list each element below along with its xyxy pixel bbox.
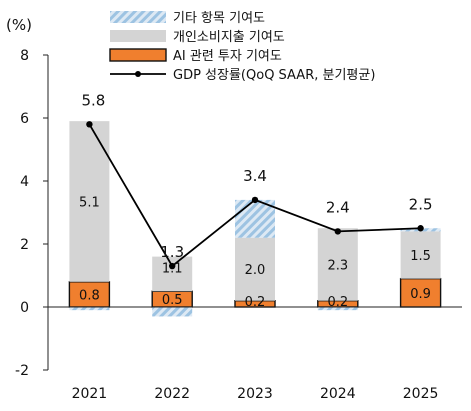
label-ai-2023: 0.2 — [245, 295, 266, 310]
legend-swatch-2 — [109, 48, 167, 62]
y-tick-label: 8 — [20, 48, 29, 64]
label-ai-2021: 0.8 — [79, 288, 100, 303]
label-ai-2025: 0.9 — [410, 287, 431, 302]
bar-pce-2023 — [235, 237, 275, 301]
bar-other-2022 — [152, 307, 193, 317]
label-gdp-2021: 5.8 — [81, 91, 105, 109]
gdp-point-2023 — [251, 196, 259, 204]
gdp-point-2021 — [86, 121, 93, 128]
legend-label-2: AI 관련 투자 기여도 — [173, 49, 282, 64]
x-tick-label: 2021 — [72, 386, 108, 402]
label-pce-2025: 1.5 — [410, 249, 431, 264]
gdp-point-2025 — [417, 225, 424, 232]
y-tick-label: 2 — [20, 237, 29, 253]
bar-other-2023 — [235, 199, 275, 238]
legend-swatch-0 — [110, 11, 166, 23]
data-labels: 0.8 5.1 5.8 0.5 1.11.3 0.2 2.0 3.4 0.2 2.3 2.4 0.9 1… — [79, 91, 432, 310]
y-tick-label: -2 — [15, 363, 29, 379]
label-pce-2023: 2.0 — [245, 263, 266, 278]
bar-other-2021 — [69, 307, 110, 311]
axes: -2 0 2 4 6 8 2021 2022 2023 2024 2025 — [15, 48, 462, 402]
bar-pce-2024 — [317, 228, 358, 301]
label-gdp-2025: 2.5 — [409, 195, 433, 213]
legend-marker-gdp — [135, 71, 141, 77]
label-gdp-2023: 3.4 — [243, 167, 267, 185]
label-ai-2024: 0.2 — [327, 295, 348, 310]
gdp-line — [86, 121, 424, 270]
label-pce-2021: 5.1 — [79, 195, 100, 210]
label-ai-2022: 0.5 — [162, 293, 183, 308]
label-gdp-2022: 1.3 — [160, 243, 184, 261]
label-pce-2022: 1.1 — [162, 262, 183, 277]
y-unit-label: (%) — [6, 16, 32, 34]
y-tick-label: 0 — [20, 300, 29, 316]
label-gdp-2024: 2.4 — [326, 198, 350, 216]
legend-label-3: GDP 성장률(QoQ SAAR, 분기평균) — [173, 68, 375, 83]
x-tick-label: 2024 — [320, 386, 356, 402]
bar-pce-2022 — [152, 256, 193, 292]
bar-other-2024 — [317, 307, 358, 311]
bars — [68, 121, 442, 317]
legend-label-1: 개인소비지출 기여도 — [173, 30, 285, 45]
gdp-point-2022 — [169, 262, 176, 270]
label-pce-2024: 2.3 — [327, 258, 348, 273]
legend-label-0: 기타 항목 기여도 — [173, 11, 265, 26]
y-tick-label: 6 — [20, 111, 29, 127]
x-tick-label: 2023 — [237, 386, 273, 402]
y-tick-label: 4 — [20, 174, 29, 190]
x-tick-label: 2025 — [403, 386, 439, 402]
bar-pce-2025 — [400, 231, 441, 279]
x-tick-label: 2022 — [154, 386, 190, 402]
gdp-point-2024 — [334, 228, 341, 235]
legend-swatch-1 — [110, 30, 166, 42]
